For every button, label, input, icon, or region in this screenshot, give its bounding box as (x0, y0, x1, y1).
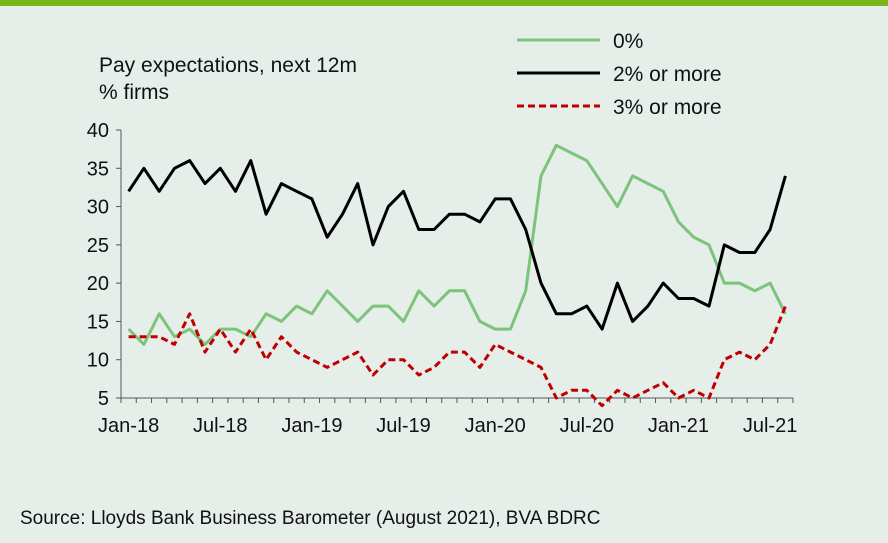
y-tick-label: 35 (87, 158, 109, 180)
x-tick-label: Jan-19 (281, 415, 342, 437)
x-tick-label: Jul-18 (193, 415, 247, 437)
x-tick-label: Jul-20 (560, 415, 614, 437)
axes: 40 35 30 25 20 15 10 5 Jan-18 Jul-18 Jan-19 Jul-19 J… (87, 120, 798, 437)
legend-label: 3% or more (613, 96, 722, 119)
y-tick-label: 40 (87, 120, 109, 142)
legend-label: 0% (613, 30, 643, 53)
chart-subtitle: % firms (99, 81, 169, 104)
series-line-2 (127, 159, 787, 331)
series-line-3 (128, 305, 787, 408)
source-note: Source: Lloyds Bank Business Barometer (… (20, 508, 601, 529)
series-line-1 (127, 143, 787, 346)
chart-title: Pay expectations, next 12m (99, 54, 357, 77)
x-tick-label: Jul-21 (743, 415, 797, 437)
x-tick-label: Jan-20 (465, 415, 526, 437)
y-tick-label: 5 (98, 388, 109, 410)
y-tick-label: 30 (87, 197, 109, 219)
y-tick-label: 15 (87, 311, 109, 333)
x-tick-label: Jul-19 (376, 415, 430, 437)
top-accent-rule (0, 0, 888, 6)
x-tick-label: Jan-21 (648, 415, 709, 437)
y-tick-label: 10 (87, 350, 109, 372)
y-tick-label: 20 (87, 273, 109, 295)
legend: 0% 2% or more 3% or more (517, 30, 722, 119)
series-layer (127, 143, 787, 408)
y-tick-label: 25 (87, 235, 109, 257)
x-tick-label: Jan-18 (98, 415, 159, 437)
line-chart: Pay expectations, next 12m % firms 40 35 3… (87, 30, 798, 437)
legend-label: 2% or more (613, 63, 722, 86)
